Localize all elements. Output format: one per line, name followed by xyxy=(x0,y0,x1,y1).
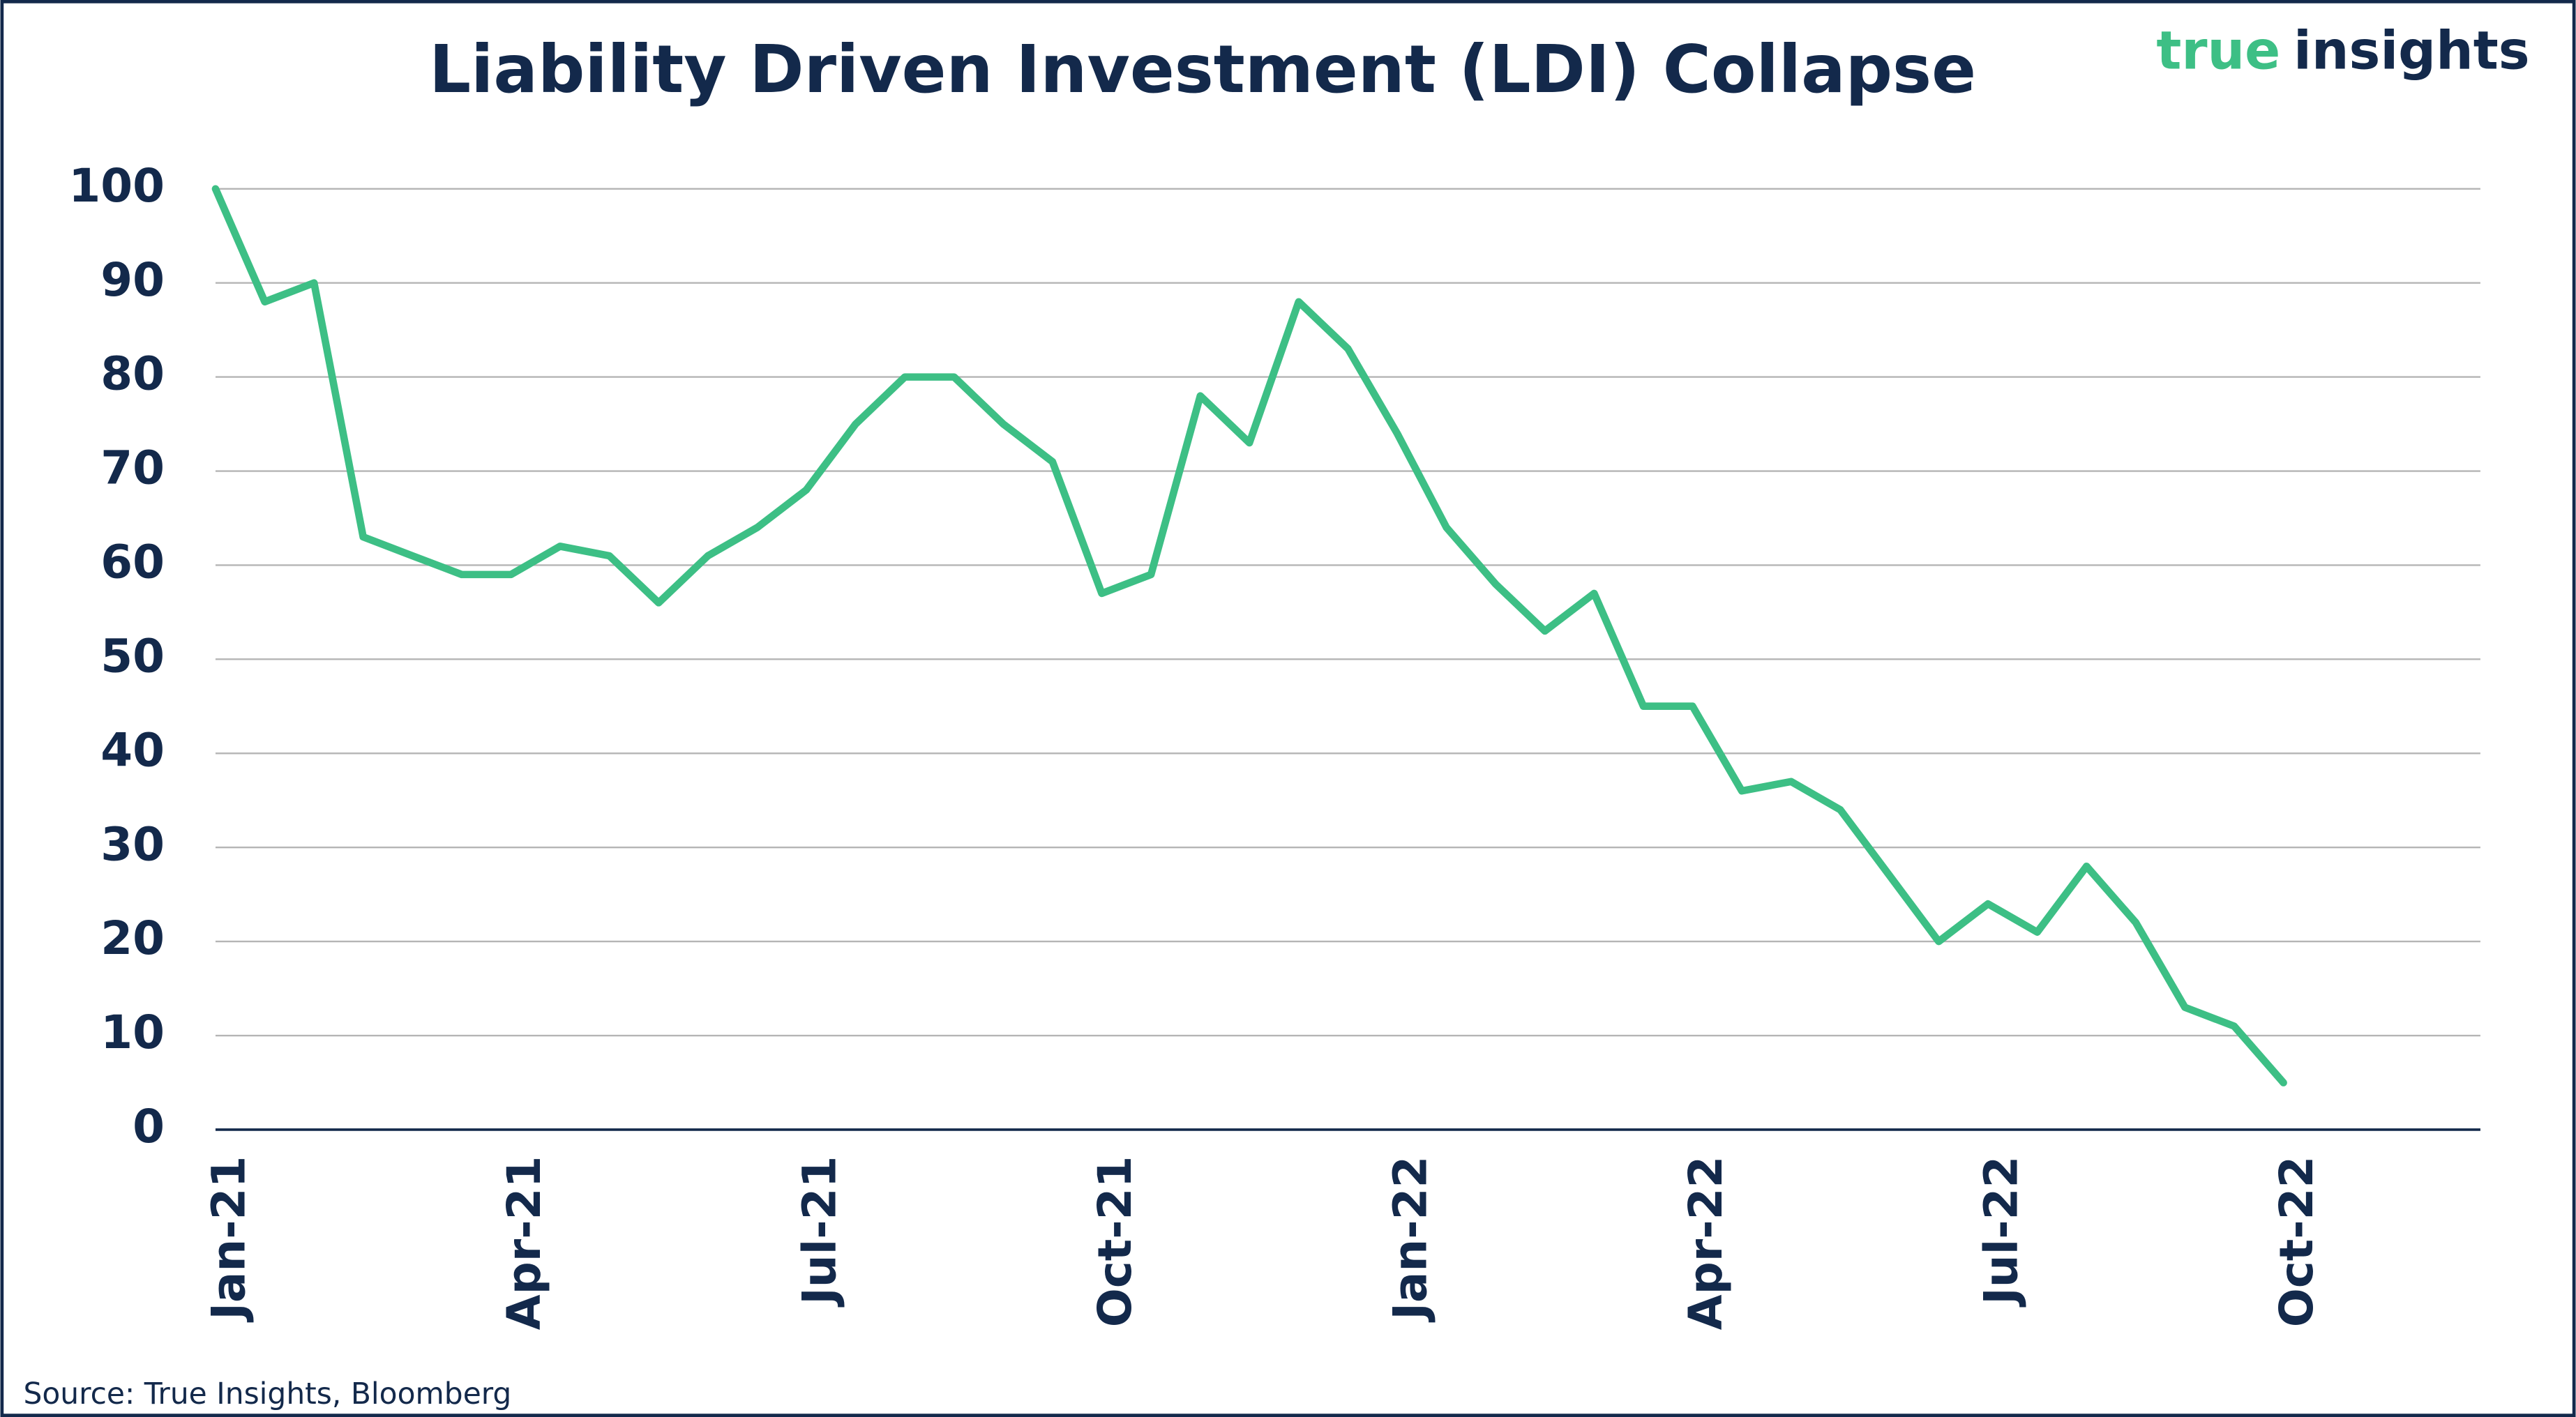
y-tick-label: 60 xyxy=(100,536,165,589)
y-tick-label: 100 xyxy=(68,159,165,213)
x-tick-label: Jan-21 xyxy=(202,1156,256,1323)
x-tick-label: Apr-22 xyxy=(1679,1156,1733,1331)
source: Source: True Insights, Bloomberg xyxy=(23,1377,511,1411)
y-tick-label: 90 xyxy=(100,253,165,307)
x-tick-label: Jul-21 xyxy=(793,1156,847,1308)
chart-title: Liability Driven Investment (LDI) Collap… xyxy=(429,32,1976,108)
logo-first: true xyxy=(2156,20,2280,81)
x-tick-label: Jan-22 xyxy=(1384,1156,1438,1323)
logo-second: insights xyxy=(2293,20,2530,81)
y-tick-label: 0 xyxy=(133,1100,165,1153)
x-tick-label: Oct-22 xyxy=(2270,1156,2323,1328)
x-tick-label: Apr-21 xyxy=(497,1156,551,1331)
y-tick-label: 20 xyxy=(100,911,165,965)
x-tick-label: Jul-22 xyxy=(1975,1156,2028,1308)
x-tick-label: Oct-21 xyxy=(1088,1156,1142,1328)
y-tick-label: 10 xyxy=(100,1006,165,1059)
y-tick-label: 30 xyxy=(100,817,165,871)
logo: true insights xyxy=(2156,20,2529,81)
y-tick-label: 70 xyxy=(100,441,165,495)
line-series xyxy=(211,185,2287,1086)
y-tick-label: 50 xyxy=(100,629,165,683)
y-tick-label: 80 xyxy=(100,347,165,401)
y-tick-label: 40 xyxy=(100,723,165,777)
